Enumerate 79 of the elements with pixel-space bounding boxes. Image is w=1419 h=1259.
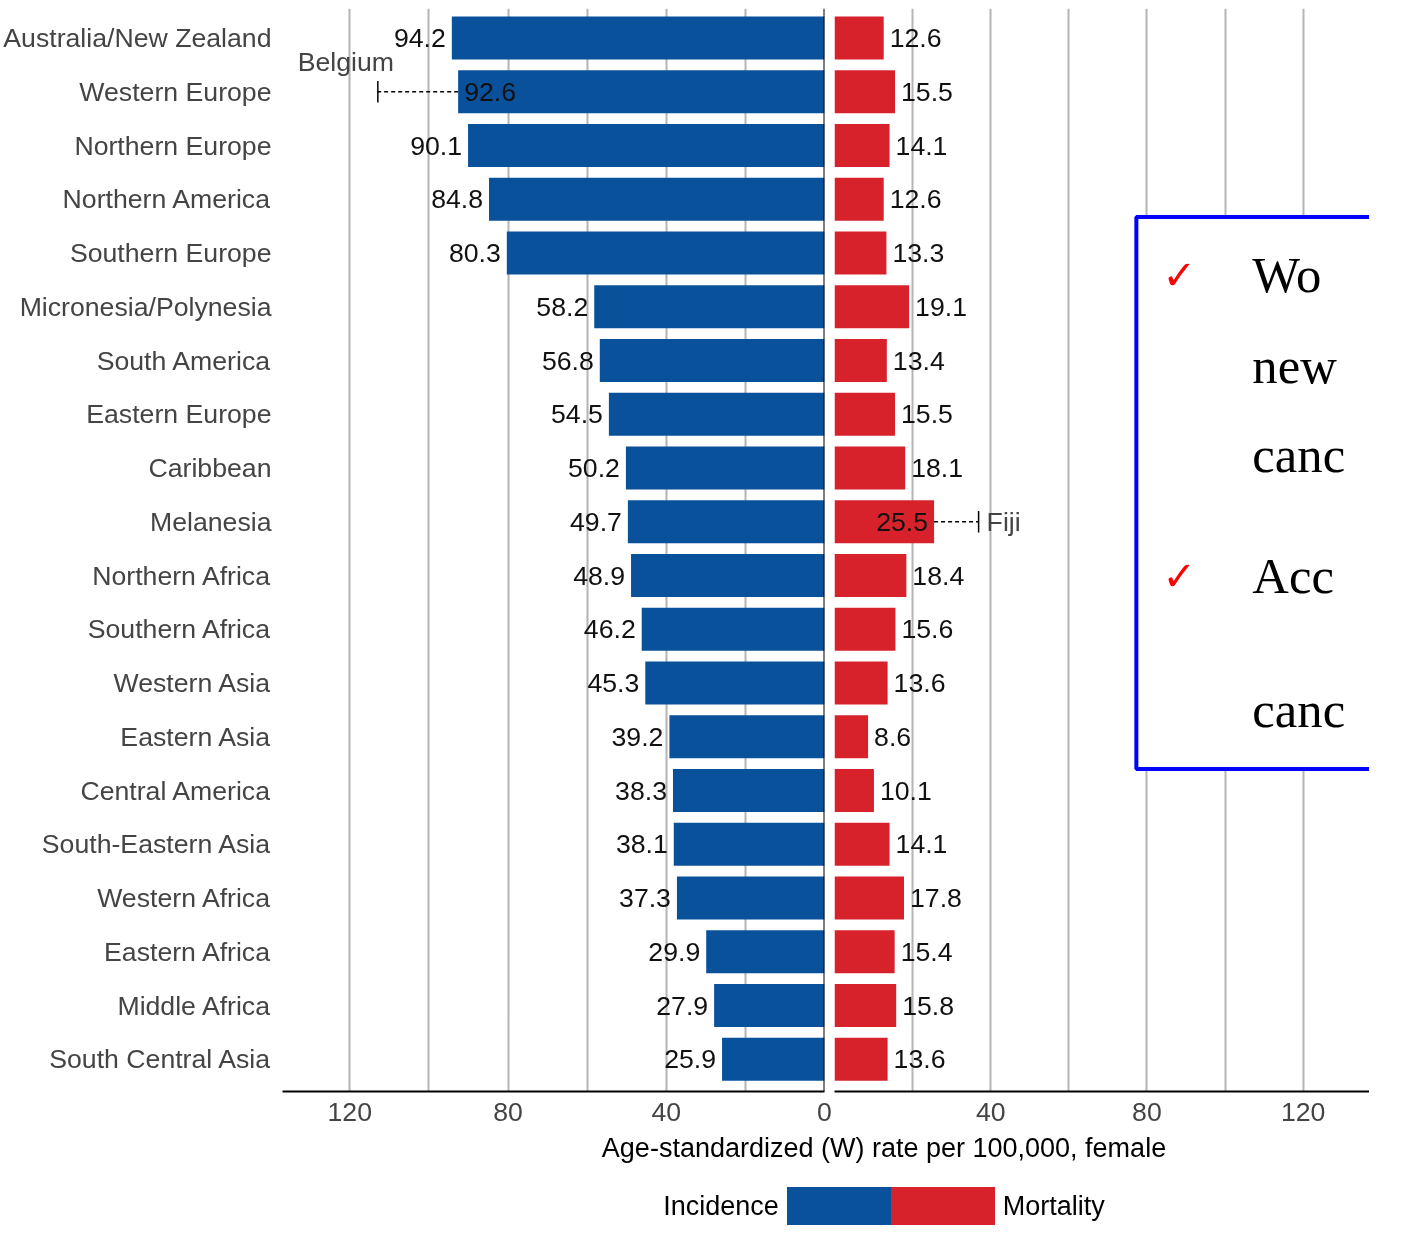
data-label: 37.3	[619, 883, 671, 914]
data-label: 13.6	[893, 668, 946, 699]
data-label: 14.1	[895, 829, 948, 860]
y-tick-label: Northern America	[62, 184, 271, 215]
y-tick-label: Eastern Europe	[86, 399, 272, 430]
legend-label: Mortality	[1002, 1191, 1105, 1222]
data-label: 25.9	[664, 1044, 717, 1075]
data-label: 10.1	[879, 775, 932, 806]
annotation: canc	[1252, 426, 1346, 483]
data-label: 58.2	[536, 291, 589, 322]
y-tick-label: Southern Africa	[87, 614, 271, 645]
x-tick-label: 40	[651, 1096, 682, 1127]
data-label: 38.3	[615, 775, 667, 806]
y-tick-label: Middle Africa	[117, 990, 271, 1021]
x-tick-label: 0	[817, 1096, 832, 1127]
y-tick-label: Northern Africa	[92, 560, 271, 591]
data-label: 46.2	[583, 614, 636, 645]
y-tick-label: South-Eastern Asia	[41, 829, 271, 860]
data-label: 15.4	[900, 936, 953, 967]
y-tick-label: South Central Asia	[49, 1044, 271, 1075]
x-tick-label: 120	[327, 1096, 372, 1127]
data-label: 90.1	[410, 130, 463, 161]
y-tick-label: Micronesia/Polynesia	[19, 291, 272, 322]
data-label: 12.6	[889, 184, 942, 215]
data-label: 38.1	[615, 829, 668, 860]
annotation: new	[1252, 337, 1338, 394]
annotation: ✓	[1162, 251, 1197, 298]
data-label: 48.9	[573, 560, 626, 591]
data-label: 92.6	[464, 76, 517, 107]
y-tick-label: Southern Europe	[69, 238, 272, 269]
x-axis-title: Age-standardized (W) rate per 100,000, female	[601, 1132, 1167, 1165]
annotation: canc	[1252, 681, 1346, 738]
data-label: 49.7	[570, 506, 622, 537]
y-tick-label: Western Africa	[97, 883, 271, 914]
y-tick-label: Australia/New Zealand	[3, 23, 272, 54]
data-label: 84.8	[431, 184, 484, 215]
data-label: 13.3	[892, 238, 945, 269]
y-tick-label: Western Asia	[113, 668, 271, 699]
data-label: 27.9	[656, 990, 709, 1021]
data-label: 15.5	[901, 399, 953, 430]
data-label: 13.6	[893, 1044, 946, 1075]
annotation: ✓	[1162, 552, 1197, 599]
annotation: Wo	[1252, 246, 1322, 303]
data-label: 15.6	[901, 614, 954, 645]
x-tick-label: 80	[493, 1096, 523, 1127]
data-label: 94.2	[393, 23, 446, 54]
y-tick-label: Western Europe	[79, 76, 272, 107]
data-label: 14.1	[895, 130, 948, 161]
data-label: 15.8	[902, 990, 955, 1021]
x-tick-label: 40	[975, 1096, 1006, 1127]
data-label: 25.5	[876, 506, 929, 537]
annotation: Fiji	[986, 506, 1021, 537]
y-tick-label: Northern Europe	[74, 130, 272, 161]
data-label: 12.6	[889, 23, 942, 54]
annotation: Belgium	[297, 47, 395, 78]
data-label: 19.1	[915, 291, 967, 322]
data-label: 15.5	[901, 76, 953, 107]
y-tick-label: Central America	[80, 775, 271, 806]
data-label: 54.5	[551, 399, 603, 430]
data-label: 56.8	[541, 345, 594, 376]
data-label: 80.3	[448, 238, 501, 269]
y-tick-label: Caribbean	[148, 453, 272, 484]
data-label: 18.1	[911, 453, 964, 484]
data-label: 39.2	[611, 721, 664, 752]
y-tick-label: Eastern Asia	[120, 721, 271, 752]
annotation: Acc	[1252, 547, 1334, 604]
data-label: 50.2	[568, 453, 620, 484]
data-label: 8.6	[874, 721, 912, 752]
data-label: 29.9	[648, 936, 701, 967]
x-tick-label: 80	[1132, 1096, 1162, 1127]
y-tick-label: Eastern Africa	[104, 936, 271, 967]
y-tick-label: South America	[96, 345, 271, 376]
data-label: 18.4	[912, 560, 965, 591]
y-tick-label: Melanesia	[150, 506, 272, 537]
data-label: 45.3	[587, 668, 640, 699]
data-label: 13.4	[892, 345, 945, 376]
data-label: 17.8	[910, 883, 962, 914]
legend-label: Incidence	[663, 1191, 779, 1222]
x-tick-label: 120	[1280, 1096, 1326, 1127]
